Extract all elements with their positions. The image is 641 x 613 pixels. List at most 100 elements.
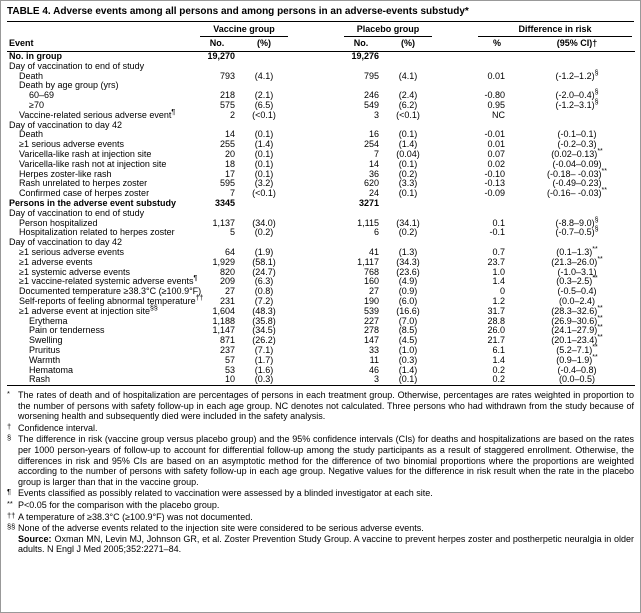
spacer-cell <box>435 375 475 385</box>
diff-pct-cell: NC <box>492 109 506 120</box>
diff-pct-cell: -0.01 <box>484 129 506 140</box>
diff-ci-cell: (0.3–2.5)** <box>556 275 598 287</box>
spacer-cell <box>291 366 341 376</box>
placebo-pct-cell: (3.3) <box>398 178 418 189</box>
table-row: Hospitalization related to herpes zoster… <box>7 226 635 238</box>
diff-pct-cell: 0.95 <box>487 99 506 110</box>
diff-ci-cell: (-2.0–0.4)§ <box>555 89 599 101</box>
spacer-cell <box>291 209 341 219</box>
spacer-cell <box>291 336 341 346</box>
table-row: ≥1 vaccine-related systemic adverse even… <box>7 275 635 287</box>
event-label: Varicella-like rash at injection site <box>19 148 152 159</box>
event-label: Erythema <box>29 315 68 326</box>
footnote: * The rates of death and of hospitalizati… <box>7 389 634 422</box>
footnote: †† A temperature of ≥38.3°C (≥100.9°F) wa… <box>7 511 634 523</box>
vaccine-no-cell: 871 <box>219 335 235 346</box>
placebo-no-cell: 190 <box>363 295 379 306</box>
vaccine-no-cell: 5 <box>229 227 235 238</box>
diff-pct-cell: 0.07 <box>487 148 506 159</box>
spacer-cell <box>435 238 475 248</box>
diff-ci-header: (95% CI)† <box>519 37 636 52</box>
vaccine-no-cell: 231 <box>219 295 235 306</box>
placebo-no-cell: 36 <box>368 168 379 179</box>
spacer-cell <box>291 356 341 366</box>
spacer-cell <box>291 130 341 140</box>
vaccine-pct-cell <box>237 199 291 209</box>
event-label: ≥1 adverse event at injection site§§ <box>19 304 158 316</box>
vaccine-pct-cell: (0.8) <box>254 286 274 297</box>
event-label: Rash unrelated to herpes zoster <box>19 178 148 189</box>
diff-pct-cell <box>475 52 519 62</box>
placebo-pct-header: (%) <box>381 37 436 52</box>
placebo-no-cell: 24 <box>368 188 379 199</box>
column-sub-row: Event No. (%) No. (%) % (95% CI)† <box>7 37 636 52</box>
footnote: ** P<0.05 for the comparison with the pla… <box>7 499 634 511</box>
footnote-text: P<0.05 for the comparison with the place… <box>18 500 220 511</box>
adverse-events-table: Vaccine group Placebo group Difference i… <box>7 22 636 387</box>
table-row: Self-reports of feeling abnormal tempera… <box>7 295 635 307</box>
placebo-pct-cell: (4.5) <box>398 335 418 346</box>
diff-ci-cell: (0.1–1.3)** <box>556 245 598 257</box>
event-label: Pain or tenderness <box>29 325 105 336</box>
spacer-cell <box>435 277 475 287</box>
spacer-cell <box>435 336 475 346</box>
table-title: TABLE 4. Adverse events among all person… <box>7 4 634 22</box>
vaccine-pct-cell: (4.1) <box>254 70 274 81</box>
placebo-no-cell: 795 <box>363 70 379 81</box>
placebo-pct-cell: (1.4) <box>398 139 418 150</box>
vaccine-pct-cell: (58.1) <box>252 256 276 267</box>
diff-pct-cell: 0 <box>500 286 506 297</box>
placebo-pct-cell: (7.0) <box>398 315 418 326</box>
placebo-no-cell: 16 <box>368 129 379 140</box>
diff-pct-cell: 0.1 <box>492 217 506 228</box>
table-row: Rash unrelated to herpes zoster 595 (3.2) 6… <box>7 179 635 189</box>
event-label: Persons in the adverse event substudy <box>9 197 177 208</box>
diff-ci-cell: (5.2–7.1)** <box>556 343 598 355</box>
event-label: ≥1 systemic adverse events <box>19 266 130 277</box>
diff-pct-cell: -0.10 <box>484 168 506 179</box>
vaccine-no-cell: 595 <box>219 178 235 189</box>
vaccine-group-header: Vaccine group <box>197 22 291 37</box>
vaccine-no-cell: 53 <box>224 364 235 375</box>
placebo-no-cell: 3 <box>373 374 379 385</box>
event-label: ≥1 serious adverse events <box>19 246 124 257</box>
spacer-cell <box>435 366 475 376</box>
spacer-cell <box>435 81 475 91</box>
spacer-cell <box>291 248 341 258</box>
vaccine-pct-cell: (34.5) <box>252 325 276 336</box>
placebo-no-header: No. <box>341 37 381 52</box>
vaccine-no-cell: 2 <box>229 109 235 120</box>
spacer-cell <box>291 62 341 72</box>
spacer-cell <box>435 160 475 170</box>
placebo-pct-cell: (0.2) <box>398 168 418 179</box>
spacer-cell <box>291 179 341 189</box>
diff-ci-cell: (-0.1–0.1) <box>557 129 597 140</box>
event-label: Day of vaccination to end of study <box>9 60 145 71</box>
spacer-cell <box>435 91 475 101</box>
spacer-cell <box>291 277 341 287</box>
spacer-cell <box>291 307 341 317</box>
vaccine-pct-cell: (35.8) <box>252 315 276 326</box>
vaccine-no-cell: 575 <box>219 99 235 110</box>
diff-ci-cell: (26.9–30.6)** <box>551 314 603 326</box>
footnote-text: A temperature of ≥38.3°C (≥100.9°F) was … <box>18 511 253 522</box>
placebo-pct-cell: (0.1) <box>398 188 418 199</box>
table-row: No. in group 19,270 19,276 <box>7 51 635 62</box>
placebo-no-cell: 41 <box>368 246 379 257</box>
vaccine-no-cell: 18 <box>224 158 235 169</box>
placebo-pct-cell <box>381 52 435 62</box>
placebo-no-cell: 539 <box>363 305 379 316</box>
spacer-cell <box>291 219 341 229</box>
diff-pct-cell: 0.01 <box>487 70 506 81</box>
event-label: Rash <box>29 374 51 385</box>
vaccine-pct-cell: (0.1) <box>254 158 274 169</box>
spacer-cell <box>435 62 475 72</box>
event-label: Confirmed case of herpes zoster <box>19 188 150 199</box>
footnote-marker: † <box>7 421 12 431</box>
diff-pct-cell: 0.2 <box>492 364 506 375</box>
diff-pct-cell: 23.7 <box>487 256 506 267</box>
diff-ci-cell: (-1.0–3.1) <box>557 266 597 277</box>
spacer-cell <box>291 199 341 209</box>
table-row: Death 793 (4.1) 795 (4.1) 0.01 (-1.2–1.2)§ <box>7 70 635 82</box>
vaccine-no-cell: 1,147 <box>212 325 235 336</box>
